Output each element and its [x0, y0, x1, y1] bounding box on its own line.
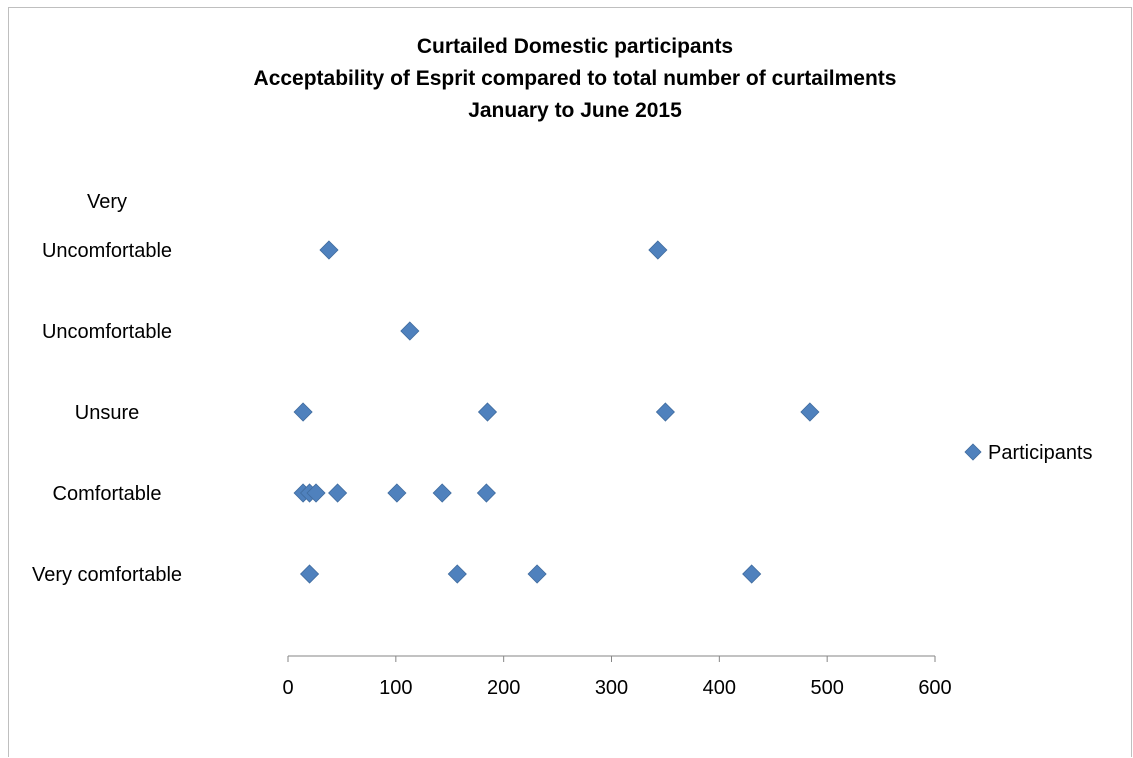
- legend-marker: [964, 443, 982, 461]
- scatter-chart: Curtailed Domestic participants Acceptabi…: [32, 35, 1093, 699]
- chart-title-line: Curtailed Domestic participants: [417, 35, 733, 58]
- chart-title-line: Acceptability of Esprit compared to tota…: [254, 67, 897, 90]
- data-point: [447, 564, 467, 584]
- y-category-label: Very Uncomfortable: [42, 191, 172, 262]
- y-category-label-line: Unsure: [75, 402, 139, 424]
- data-point: [476, 483, 496, 503]
- y-category-label-line: Uncomfortable: [42, 321, 172, 343]
- x-tick-label: 300: [595, 677, 628, 699]
- x-tick-label: 0: [282, 677, 293, 699]
- x-tick-label: 200: [487, 677, 520, 699]
- data-point: [477, 402, 498, 422]
- y-category-labels: Very comfortable Comfortable Unsure Uncomfo…: [32, 191, 182, 586]
- legend-label: Participants: [988, 442, 1093, 464]
- y-category-label: Unsure: [75, 402, 139, 424]
- x-tick-label: 600: [918, 677, 951, 699]
- data-point: [400, 321, 420, 341]
- data-point: [527, 564, 547, 584]
- y-category-label-line: Uncomfortable: [42, 240, 172, 262]
- data-point: [319, 240, 339, 260]
- chart-area: Curtailed Domestic participants Acceptabi…: [8, 7, 1132, 757]
- data-point: [387, 483, 407, 503]
- y-category-label-line: Very comfortable: [32, 564, 182, 586]
- y-category-label-line: Comfortable: [53, 483, 162, 505]
- y-category-label-line: Very: [87, 191, 127, 213]
- x-tick-label: 500: [810, 677, 843, 699]
- x-tick-label: 400: [703, 677, 736, 699]
- y-category-label: Comfortable: [53, 483, 162, 505]
- data-point: [328, 483, 348, 503]
- legend: Participants: [964, 442, 1093, 464]
- data-point: [655, 402, 675, 422]
- data-point: [306, 483, 326, 503]
- data-point: [742, 564, 762, 584]
- y-category-label: Uncomfortable: [42, 321, 172, 343]
- data-point: [293, 402, 313, 422]
- x-tick-label: 100: [379, 677, 412, 699]
- chart-title-line: January to June 2015: [468, 99, 682, 122]
- data-point: [432, 483, 452, 503]
- chart-title: Curtailed Domestic participants Acceptabi…: [254, 35, 897, 122]
- data-point: [648, 240, 668, 260]
- data-point: [800, 402, 820, 422]
- y-category-label: Very comfortable: [32, 564, 182, 586]
- data-points: [293, 240, 820, 584]
- x-axis: 0 100 200 300 400 500 600: [282, 655, 952, 699]
- data-point: [300, 564, 320, 584]
